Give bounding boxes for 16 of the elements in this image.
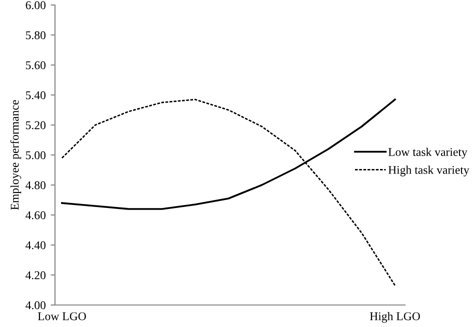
y-tick-label: 4.20 xyxy=(26,271,46,280)
y-tick-label: 5.80 xyxy=(26,31,46,40)
y-tick-label: 5.00 xyxy=(26,151,46,160)
y-tick-label: 5.20 xyxy=(26,121,46,130)
x-tick-label: Low LGO xyxy=(38,312,86,320)
y-tick-label: 4.60 xyxy=(26,211,46,220)
y-tick-label: 4.40 xyxy=(26,241,46,250)
y-tick-label: 4.00 xyxy=(26,301,46,310)
legend-label: High task variety xyxy=(388,166,470,176)
y-tick-label: 6.00 xyxy=(26,1,46,10)
y-axis-title: Employee performance xyxy=(10,100,22,210)
y-tick-label: 5.40 xyxy=(26,91,46,100)
y-tick-label: 4.80 xyxy=(26,181,46,190)
legend-label: Low task variety xyxy=(388,148,468,158)
x-tick-label: High LGO xyxy=(370,312,420,323)
y-tick-label: 5.60 xyxy=(26,61,46,70)
